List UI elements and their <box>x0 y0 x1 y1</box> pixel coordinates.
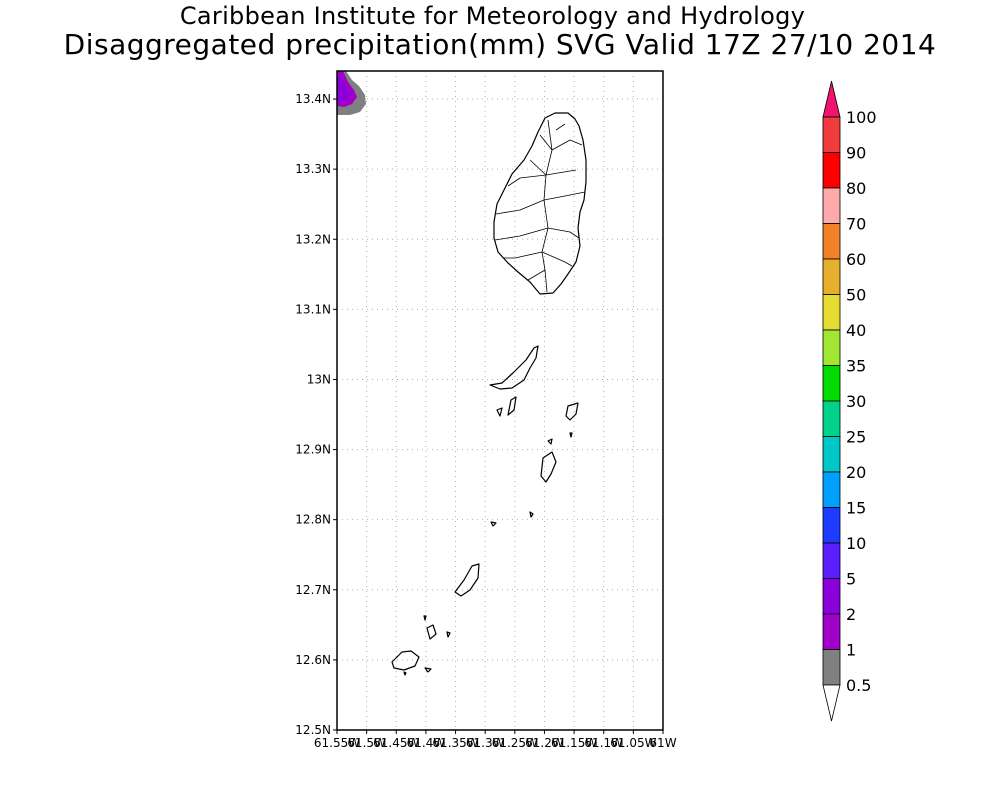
colorbar-segment <box>822 507 841 544</box>
lat-tick-label: 13.2N <box>295 232 331 246</box>
lat-tick-label: 13.4N <box>295 92 331 106</box>
coastline-islet-j <box>424 667 432 673</box>
coastline-islet-d <box>547 438 553 445</box>
colorbar-label: 0.5 <box>846 676 871 695</box>
coastline-islet-e <box>490 521 497 527</box>
lon-tick-label: 61.3W <box>466 736 505 750</box>
lon-tick-label: 61.2W <box>525 736 564 750</box>
lat-tick-label: 12.9N <box>295 443 331 457</box>
colorbar-label: 30 <box>846 392 866 411</box>
colorbar-segment <box>822 542 841 579</box>
lon-tick-label: 61.05W <box>610 736 656 750</box>
map-frame <box>336 70 664 731</box>
lon-tick-label: 61W <box>649 736 676 750</box>
lat-tick-label: 12.5N <box>295 723 331 737</box>
coastline-st-vincent <box>493 112 587 295</box>
coastline-islet-h <box>426 624 437 640</box>
coastlines <box>391 112 587 676</box>
lon-tick-label: 61.25W <box>492 736 538 750</box>
colorbar-label: 2 <box>846 605 856 624</box>
colorbar-label: 1 <box>846 641 856 660</box>
lon-tick-label: 61.1W <box>584 736 623 750</box>
colorbar-label: 15 <box>846 499 866 518</box>
colorbar-label: 50 <box>846 286 866 305</box>
colorbar-segment <box>822 436 841 473</box>
coastline-islet-b <box>565 402 579 421</box>
colorbar-segment <box>822 400 841 437</box>
colorbar-label: 20 <box>846 463 866 482</box>
longitude-axis: 61.55W61.5W61.45W61.4W61.35W61.3W61.25W6… <box>314 730 677 750</box>
colorbar-label: 40 <box>846 321 866 340</box>
lon-tick-label: 61.35W <box>432 736 478 750</box>
colorbar-label: 5 <box>846 570 856 589</box>
lon-tick-label: 61.55W <box>314 736 360 750</box>
colorbar-segment <box>822 365 841 402</box>
coastline-carriacou <box>391 650 420 671</box>
chart-subtitle: Disaggregated precipitation(mm) SVG Vali… <box>63 28 937 61</box>
colorbar-label: 90 <box>846 144 866 163</box>
colorbar-underflow-triangle <box>822 684 841 722</box>
colorbar-segment <box>822 471 841 508</box>
colorbar-label: 35 <box>846 357 866 376</box>
colorbar-segment <box>822 258 841 295</box>
lat-tick-label: 13.1N <box>295 302 331 316</box>
lat-tick-label: 12.7N <box>295 583 331 597</box>
chart-title: Caribbean Institute for Meteorology and … <box>179 2 806 30</box>
colorbar-label: 25 <box>846 428 866 447</box>
colorbar-segment <box>822 613 841 650</box>
colorbar-segment <box>822 578 841 615</box>
lon-tick-label: 61.4W <box>407 736 446 750</box>
colorbar-label: 100 <box>846 108 877 127</box>
colorbar-segment <box>822 649 841 686</box>
coastline-union-island <box>454 563 480 597</box>
colorbar-segment <box>822 223 841 260</box>
colorbar-segment <box>822 294 841 331</box>
lat-tick-label: 12.6N <box>295 653 331 667</box>
coastline-islet-c <box>569 432 573 438</box>
coastline-canouan <box>540 451 557 483</box>
coastline-islet-g <box>423 615 427 621</box>
latitude-axis: 13.4N 13.3N 13.2N 13.1N 13N 12.9N 12.8N 12.7N 12… <box>295 92 337 737</box>
lat-tick-label: 12.8N <box>295 513 331 527</box>
colorbar-segment <box>822 116 841 153</box>
colorbar-label: 80 <box>846 179 866 198</box>
coastline-bequia <box>489 345 539 390</box>
lat-tick-label: 13N <box>307 372 331 386</box>
precip-area-2-5mm <box>337 74 350 102</box>
colorbar-overflow-triangle <box>822 80 841 118</box>
precipitation-shading <box>337 71 366 115</box>
coastline-islet-a <box>496 407 503 417</box>
colorbar-label: 70 <box>846 215 866 234</box>
map-gridlines <box>337 71 663 730</box>
colorbar-label: 60 <box>846 250 866 269</box>
lat-tick-label: 13.3N <box>295 162 331 176</box>
colorbar-segment <box>822 187 841 224</box>
colorbar-label: 10 <box>846 534 866 553</box>
colorbar-segment <box>822 329 841 366</box>
colorbar: 100 90 80 70 60 50 40 35 30 25 20 15 10 5 2 1 0.5 <box>822 80 877 722</box>
river-basins <box>494 119 586 293</box>
coastline-islet-k <box>403 671 407 676</box>
coastline-mustique <box>507 396 517 416</box>
lon-tick-label: 61.15W <box>551 736 597 750</box>
coastline-islet-f <box>529 511 534 518</box>
colorbar-segment <box>822 152 841 189</box>
lon-tick-label: 61.45W <box>373 736 419 750</box>
lon-tick-label: 61.5W <box>347 736 386 750</box>
coastline-islet-i <box>446 631 451 638</box>
